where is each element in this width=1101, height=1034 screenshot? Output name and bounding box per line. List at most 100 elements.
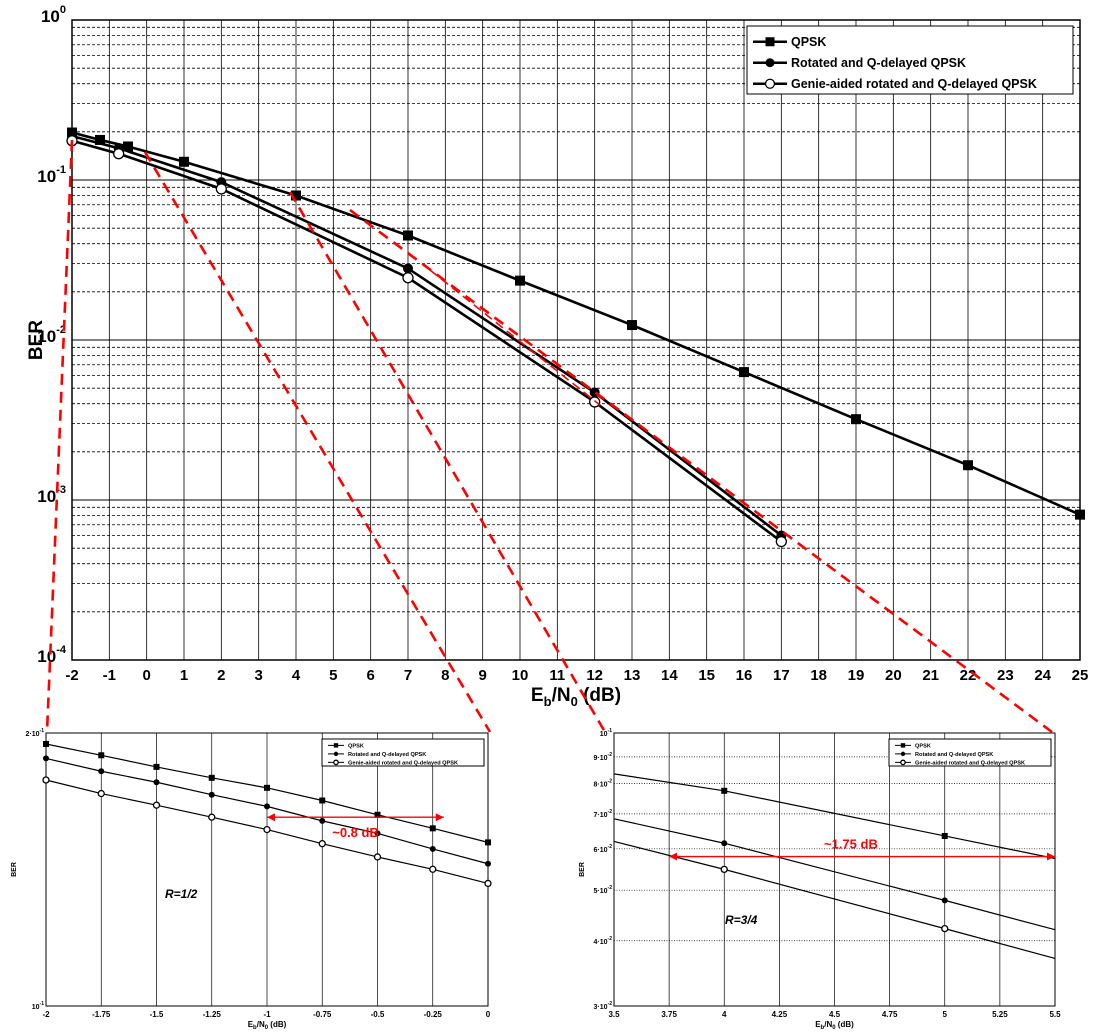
zoom-projection-lines [45,139,1053,734]
x-tick-label: 4.75 [882,1010,898,1019]
legend-marker [333,743,339,748]
y-tick-label: 10-4 [37,644,67,666]
y-tick-label: 100 [41,4,66,26]
x-axis-label-part: (dB) [268,1020,287,1029]
x-tick-label: 9 [478,667,486,684]
data-point [851,414,861,425]
x-tick-label: -2 [65,667,78,684]
data-point [98,768,105,775]
tick-base: 5·10 [594,888,608,895]
data-point [318,840,326,848]
data-point [429,825,436,832]
x-tick-label: 4 [722,1010,727,1019]
data-point [402,272,414,284]
zoom-chart-r34: 3.5 3.75 4 4.25 4.5 4.75 5 5.25 5.510-19·10-28·1… [579,728,1061,1031]
y-tick-label: 2·10-1 [26,728,45,738]
x-axis-label-part: /N [824,1020,832,1029]
series-line [71,134,783,537]
data-point [403,263,413,274]
data-point [775,535,787,548]
y-axis-label: BER [26,320,47,360]
x-tick-label: 7 [404,667,412,684]
legend-label: Rotated and Q-delayed QPSK [348,752,426,758]
y-axis-label: BER [11,862,18,877]
data-point [721,787,728,794]
x-tick-label: 6 [366,667,374,684]
x-tick-label: 25 [1072,667,1089,684]
data-point [43,755,49,762]
x-tick-label: 4.5 [829,1010,841,1019]
data-point [373,853,382,861]
y-tick-label: 10-2 [37,324,66,346]
tick-exponent: -1 [608,728,613,734]
data-point [941,924,949,933]
x-axis-label-part: (dB) [836,1020,855,1029]
series-line [613,818,1056,931]
tick-base: 3·10 [594,1004,608,1011]
data-point [627,320,637,331]
tick-exponent: 0 [60,4,66,16]
data-point [113,148,125,160]
x-tick-label: 13 [624,667,641,684]
legend-box [888,738,1052,767]
tick-exponent: -2 [608,779,613,785]
x-axis-label-part: 0 [265,1025,269,1031]
x-axis-label-part: b [544,694,552,709]
x-tick-label: -0.75 [313,1010,332,1019]
legend-label: QPSK [348,743,364,749]
tick-exponent: -1 [40,1001,45,1007]
plot-frame [71,19,1081,661]
x-axis-label: Eb/N0 (dB) [531,685,621,709]
legend-marker [333,751,339,757]
data-point [739,367,749,378]
y-tick-label: 8·10-2 [594,779,613,789]
data-point [589,396,601,408]
legend-label: Genie-aided rotated and Q-delayed QPSK [791,77,1037,91]
tick-base: 10 [37,327,56,346]
x-tick-label: 10 [512,667,529,684]
x-tick-label: 18 [810,667,827,684]
data-point [263,825,271,834]
y-tick-label: 10-1 [600,728,612,738]
x-tick-label: 20 [885,667,902,684]
data-point [153,763,160,770]
tick-exponent: -1 [40,728,45,734]
x-axis-label-part: (dB) [578,685,621,706]
x-tick-label: -2 [42,1010,50,1019]
legend-marker [765,37,775,47]
x-tick-label: 14 [661,667,678,684]
x-tick-label: 5.5 [1049,1010,1061,1019]
data-point [429,845,436,852]
tick-exponent: -2 [608,844,613,850]
x-tick-label: 0 [486,1010,491,1019]
gap-arrow-head-right [1047,852,1055,861]
data-point [42,776,50,784]
legend-box [746,25,1074,95]
legend-marker [900,743,906,748]
x-axis-label-part: b [821,1025,825,1031]
tick-exponent: -2 [608,1001,613,1007]
y-tick-label: 10-3 [37,484,66,506]
legend-label: Genie-aided rotated and Q-delayed QPSK [915,760,1025,766]
projection-line-r12-left [45,139,74,733]
data-point [403,230,413,241]
x-axis-label-part: 0 [832,1025,836,1031]
x-tick-label: 15 [698,667,715,684]
x-tick-label: 16 [736,667,753,684]
x-axis-label-part: E [531,685,544,706]
x-tick-label: 5 [943,1010,948,1019]
legend-marker [764,78,776,89]
tick-base: 4·10 [594,939,608,946]
legend: QPSK Rotated and Q-delayed QPSK Genie-aide… [746,25,1074,95]
x-tick-label: 3 [254,667,262,684]
data-point [485,839,491,846]
data-point [152,801,161,809]
x-tick-label: 17 [773,667,790,684]
data-point [374,830,381,837]
x-tick-label: 3.75 [661,1010,677,1019]
x-tick-label: 23 [997,667,1014,684]
data-point [319,797,326,804]
tick-base: 8·10 [594,782,608,789]
tick-base: 7·10 [594,812,608,819]
